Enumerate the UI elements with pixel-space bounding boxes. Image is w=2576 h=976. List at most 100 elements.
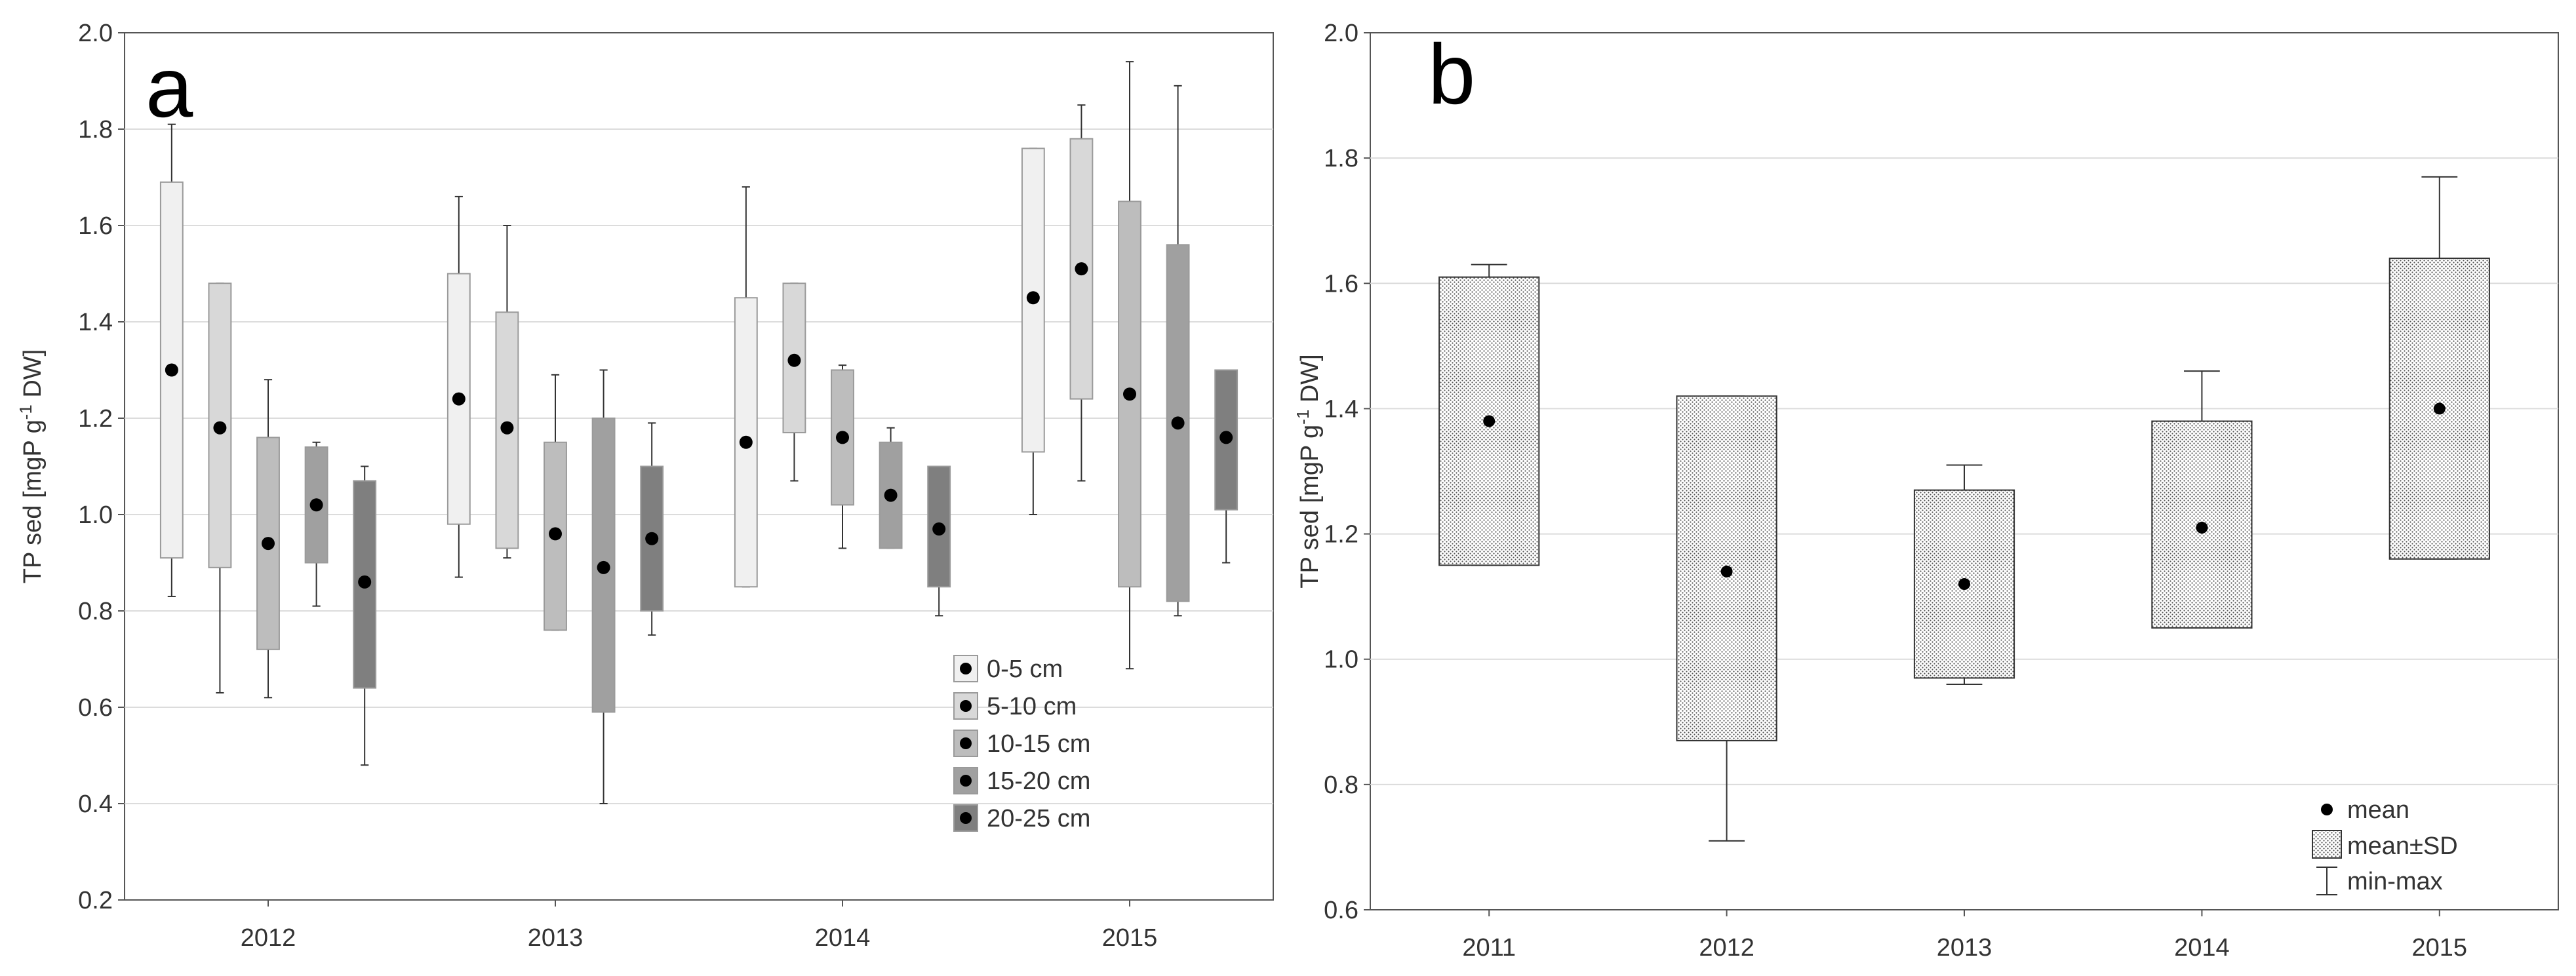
box-tp-sed-2014 — [2151, 370, 2253, 629]
y-axis-label-superscript: -1 — [1293, 410, 1313, 425]
y-tick-label: 1.0 — [78, 501, 113, 529]
legend-label-sd: mean±SD — [2347, 832, 2458, 860]
mean-point — [1720, 565, 1733, 577]
y-tick-label: 1.4 — [1324, 395, 1358, 423]
y-tick-label: 1.6 — [1324, 270, 1358, 298]
panel-letter-b: b — [1428, 26, 1475, 122]
panel-b: 0.6 0.8 1.0 1.2 1.4 1.6 1.8 2.0 2011 2012 2013 2014… — [1293, 20, 2559, 962]
x-tick-label: 2011 — [1462, 934, 1516, 962]
box-0-5-cm-2014 — [734, 186, 758, 588]
y-axis-label-text: TP sed [mgP g — [1296, 425, 1324, 589]
mean-point — [262, 537, 275, 551]
legend: 0-5 cm 5-10 cm 10-15 cm 15-20 cm 20-25 cm — [953, 655, 1090, 832]
box — [927, 465, 951, 588]
y-tick-label: 1.0 — [1324, 646, 1358, 674]
mean-point — [1483, 415, 1496, 427]
legend-mean-marker — [960, 700, 972, 712]
y-axis-label: TP sed [mgP g-1 DW] — [16, 349, 47, 584]
x-tick-label: 2012 — [241, 924, 296, 952]
box-tp-sed-2012 — [1676, 395, 1777, 842]
box-5-10-cm-2015 — [1069, 104, 1094, 482]
box-20-25-cm-2013 — [640, 422, 664, 636]
mean-point — [2196, 522, 2208, 534]
y-tick-label: 0.4 — [78, 791, 113, 818]
y-tick-label: 1.2 — [1324, 521, 1358, 549]
box — [1438, 276, 1540, 566]
mean-point — [1075, 262, 1088, 276]
y-tick-label: 1.6 — [78, 212, 113, 240]
box-0-5-cm-2013 — [446, 195, 471, 578]
mean-point — [213, 421, 227, 435]
mean-point — [1958, 578, 1970, 591]
mean-point — [2433, 402, 2446, 415]
legend-label: 5-10 cm — [987, 693, 1077, 720]
y-tick-label: 0.8 — [78, 598, 113, 625]
y-tick-label: 0.6 — [1324, 897, 1358, 924]
box-5-10-cm-2012 — [208, 283, 232, 693]
legend-label: 0-5 cm — [987, 655, 1063, 683]
plot-area — [124, 32, 1274, 901]
box-10-15-cm-2015 — [1118, 61, 1141, 670]
legend: mean mean±SD min-max — [2312, 796, 2458, 895]
box — [1069, 138, 1094, 400]
x-tick-label: 2014 — [2174, 934, 2230, 962]
y-tick-label: 1.4 — [78, 309, 113, 336]
box-5-10-cm-2014 — [782, 283, 806, 482]
y-tick-label: 1.2 — [78, 405, 113, 433]
box-10-15-cm-2012 — [256, 379, 280, 699]
box-0-5-cm-2012 — [159, 123, 184, 597]
legend-mean-marker — [960, 737, 972, 749]
mean-point — [645, 532, 659, 545]
y-axis-label-text: TP sed [mgP g — [19, 420, 47, 583]
legend-label-minmax: min-max — [2347, 868, 2443, 895]
legend-mean-marker — [960, 812, 972, 824]
y-tick-label: 2.0 — [78, 20, 113, 47]
mean-point — [1219, 431, 1233, 444]
x-tick-label: 2013 — [528, 924, 584, 952]
box-tp-sed-2011 — [1438, 264, 1540, 566]
mean-point — [836, 431, 849, 444]
y-tick-label: 1.8 — [1324, 145, 1358, 172]
box-15-20-cm-2012 — [304, 441, 328, 607]
mean-point — [549, 527, 562, 541]
y-tick-label: 0.8 — [1324, 771, 1358, 799]
mean-point — [787, 353, 801, 367]
x-tick-label: 2015 — [2412, 934, 2468, 962]
mean-point — [165, 363, 178, 377]
y-axis-label-unit: DW] — [1296, 354, 1324, 409]
mean-point — [1123, 387, 1136, 401]
legend-mean-marker — [960, 775, 972, 787]
box-10-15-cm-2014 — [831, 364, 854, 549]
mean-point — [500, 421, 514, 435]
x-tick-label: 2013 — [1937, 934, 1992, 962]
legend-mean-marker — [960, 663, 972, 674]
panel-a: 0.2 0.4 0.6 0.8 1.0 1.2 1.4 1.6 1.8 2.0 2012 2013 20… — [16, 20, 1274, 952]
box-10-15-cm-2013 — [544, 374, 567, 631]
y-tick-label: 1.8 — [78, 116, 113, 144]
y-tick-label: 0.2 — [78, 887, 113, 914]
legend-mean-marker — [2321, 804, 2333, 815]
box-20-25-cm-2014 — [927, 465, 951, 617]
box-0-5-cm-2015 — [1021, 147, 1045, 515]
legend-label: 15-20 cm — [987, 768, 1090, 795]
box-5-10-cm-2013 — [495, 225, 519, 559]
mean-point — [1171, 416, 1185, 430]
y-tick-label: 2.0 — [1324, 20, 1358, 47]
mean-point — [358, 575, 372, 589]
mean-point — [309, 498, 323, 512]
y-axis-label: TP sed [mgP g-1 DW] — [1293, 354, 1324, 589]
box-15-20-cm-2015 — [1166, 85, 1190, 617]
box-15-20-cm-2013 — [591, 369, 616, 804]
legend-box-swatch — [2312, 830, 2342, 859]
x-tick-label: 2015 — [1102, 924, 1158, 952]
mean-point — [739, 435, 753, 449]
y-axis-label-unit: DW] — [19, 349, 47, 404]
mean-point — [884, 488, 898, 502]
x-tick-label: 2014 — [815, 924, 871, 952]
panel-letter-a: a — [146, 39, 193, 135]
box-tp-sed-2013 — [1913, 464, 2015, 685]
mean-point — [932, 522, 946, 536]
box-tp-sed-2015 — [2388, 176, 2490, 560]
legend-label: 10-15 cm — [987, 730, 1090, 758]
